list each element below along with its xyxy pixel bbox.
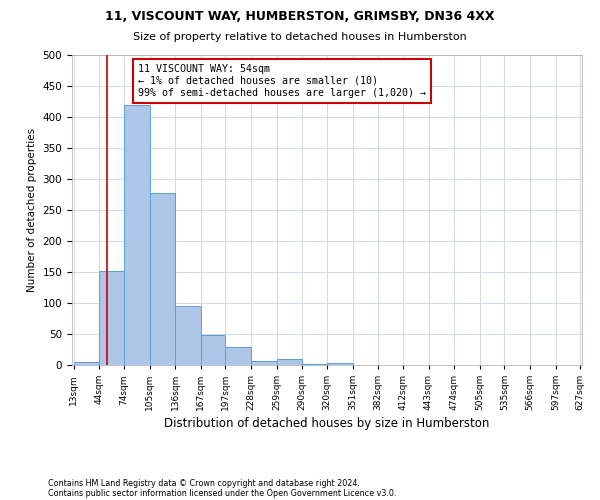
Bar [277, 359, 302, 365]
Bar [124, 105, 149, 365]
Text: 11, VISCOUNT WAY, HUMBERSTON, GRIMSBY, DN36 4XX: 11, VISCOUNT WAY, HUMBERSTON, GRIMSBY, D… [105, 10, 495, 23]
X-axis label: Distribution of detached houses by size in Humberston: Distribution of detached houses by size … [164, 418, 490, 430]
Y-axis label: Number of detached properties: Number of detached properties [27, 128, 37, 292]
Text: 11 VISCOUNT WAY: 54sqm
← 1% of detached houses are smaller (10)
99% of semi-deta: 11 VISCOUNT WAY: 54sqm ← 1% of detached … [139, 64, 426, 98]
Bar [175, 306, 201, 365]
Text: Contains public sector information licensed under the Open Government Licence v3: Contains public sector information licen… [48, 488, 397, 498]
Bar [251, 362, 277, 365]
Bar [302, 364, 327, 365]
Text: Size of property relative to detached houses in Humberston: Size of property relative to detached ho… [133, 32, 467, 42]
Bar [226, 347, 251, 365]
Bar [201, 335, 226, 365]
Text: Contains HM Land Registry data © Crown copyright and database right 2024.: Contains HM Land Registry data © Crown c… [48, 478, 360, 488]
Bar [74, 362, 99, 365]
Bar [99, 271, 124, 365]
Bar [327, 363, 353, 365]
Bar [149, 194, 175, 365]
